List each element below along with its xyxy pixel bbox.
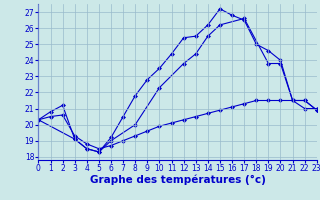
X-axis label: Graphe des températures (°c): Graphe des températures (°c) [90,175,266,185]
